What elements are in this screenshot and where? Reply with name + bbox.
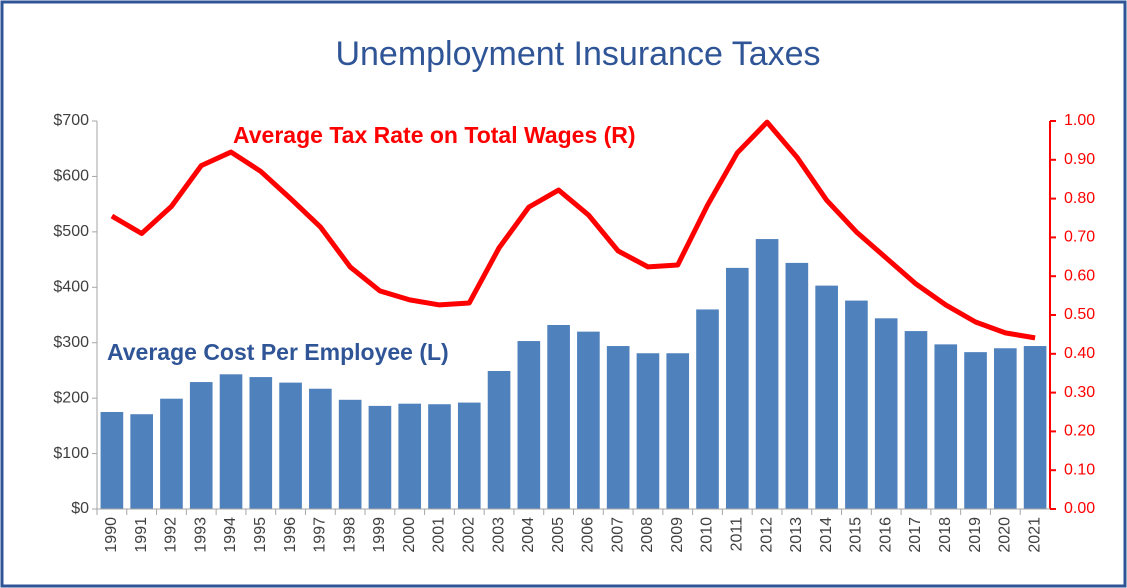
- x-tick-label: 2020: [997, 517, 1014, 553]
- x-tick-label: 2006: [580, 517, 597, 553]
- bar: [398, 403, 422, 509]
- bar: [845, 300, 868, 509]
- y-tick-label: $200: [53, 389, 89, 406]
- x-tick-label: 2007: [609, 517, 626, 553]
- x-tick-label: 2008: [639, 517, 656, 553]
- bar: [904, 331, 928, 509]
- y-tick-label: $100: [53, 445, 89, 462]
- bar: [934, 344, 958, 509]
- x-tick-label: 1991: [133, 517, 150, 553]
- x-tick-label: 2013: [788, 517, 805, 553]
- annotation: Average Cost Per Employee (L): [107, 339, 449, 365]
- x-tick-label: 2003: [490, 517, 507, 553]
- x-tick-label: 2002: [460, 517, 477, 553]
- x-tick-label: 1998: [341, 517, 358, 553]
- bar: [219, 374, 243, 509]
- y2-tick-label: 0.10: [1064, 461, 1095, 478]
- bar: [457, 402, 481, 509]
- bar: [815, 285, 838, 509]
- x-tick-label: 1997: [312, 517, 329, 553]
- bar: [309, 388, 332, 509]
- y2-tick-label: 0.40: [1064, 345, 1095, 362]
- x-tick-label: 1995: [252, 517, 269, 553]
- bar: [338, 399, 362, 509]
- chart-title: Unemployment Insurance Taxes: [335, 35, 820, 73]
- y-tick-label: $600: [53, 168, 89, 185]
- bar: [487, 370, 511, 509]
- line: [110, 119, 1036, 341]
- x-tick-label: 1992: [163, 517, 180, 553]
- y2-tick-label: 1.00: [1064, 112, 1095, 129]
- bar: [160, 398, 183, 509]
- bar: [874, 318, 898, 509]
- x-tick-label: 2011: [729, 517, 746, 552]
- x-tick-label: 2005: [550, 517, 567, 553]
- bar: [130, 414, 153, 509]
- y2-tick-label: 0.20: [1064, 423, 1095, 440]
- x-tick-label: 2017: [907, 517, 924, 553]
- bar: [666, 353, 690, 509]
- y2-tick-label: 0.80: [1064, 190, 1095, 207]
- x-tick-label: 2000: [401, 517, 418, 553]
- bar: [1023, 346, 1047, 509]
- annotation: Average Tax Rate on Total Wages (R): [233, 122, 636, 148]
- bar: [279, 382, 302, 509]
- x-tick-label: 2001: [431, 517, 448, 553]
- x-tick-label: 2012: [758, 517, 775, 553]
- y2-tick-label: 0.90: [1064, 151, 1095, 168]
- x-tick-label: 2018: [937, 517, 954, 553]
- x-tick-label: 2015: [848, 517, 865, 553]
- bar: [368, 405, 392, 509]
- y-tick-label: $0: [71, 500, 89, 517]
- x-tick-label: 1999: [371, 517, 388, 553]
- x-tick-label: 2019: [967, 517, 984, 553]
- bar: [696, 309, 719, 509]
- x-tick-label: 2016: [877, 517, 894, 553]
- bar: [785, 262, 809, 509]
- bar: [189, 382, 213, 509]
- x-tick-label: 2009: [669, 517, 686, 553]
- y2-tick-label: 0.00: [1064, 500, 1095, 517]
- bar: [100, 412, 124, 509]
- x-tick-label: 1994: [222, 517, 239, 553]
- y2-tick-label: 0.30: [1064, 384, 1095, 401]
- x-tick-label: 1990: [103, 517, 120, 553]
- x-tick-label: 1996: [282, 517, 299, 553]
- bar: [606, 346, 630, 509]
- bar: [994, 348, 1017, 509]
- x-tick-label: 2010: [699, 517, 716, 553]
- y2-tick-label: 0.70: [1064, 229, 1095, 246]
- bar: [547, 324, 570, 509]
- y-tick-label: $500: [53, 223, 89, 240]
- bar: [755, 239, 779, 509]
- x-tick-label: 2004: [520, 517, 537, 553]
- bar: [249, 377, 273, 509]
- x-tick-label: 1993: [192, 517, 209, 553]
- bar: [636, 353, 660, 509]
- bar: [517, 341, 541, 509]
- y2-tick-label: 0.50: [1064, 306, 1095, 323]
- x-tick-label: 2021: [1026, 517, 1043, 553]
- x-tick-label: 2014: [818, 517, 835, 553]
- bar: [428, 404, 451, 509]
- bar: [725, 267, 749, 509]
- y-tick-label: $700: [53, 112, 89, 129]
- bar: [964, 352, 987, 509]
- bar: [577, 331, 600, 509]
- y-tick-label: $400: [53, 279, 89, 296]
- y2-tick-label: 0.60: [1064, 267, 1095, 284]
- y-tick-label: $300: [53, 334, 89, 351]
